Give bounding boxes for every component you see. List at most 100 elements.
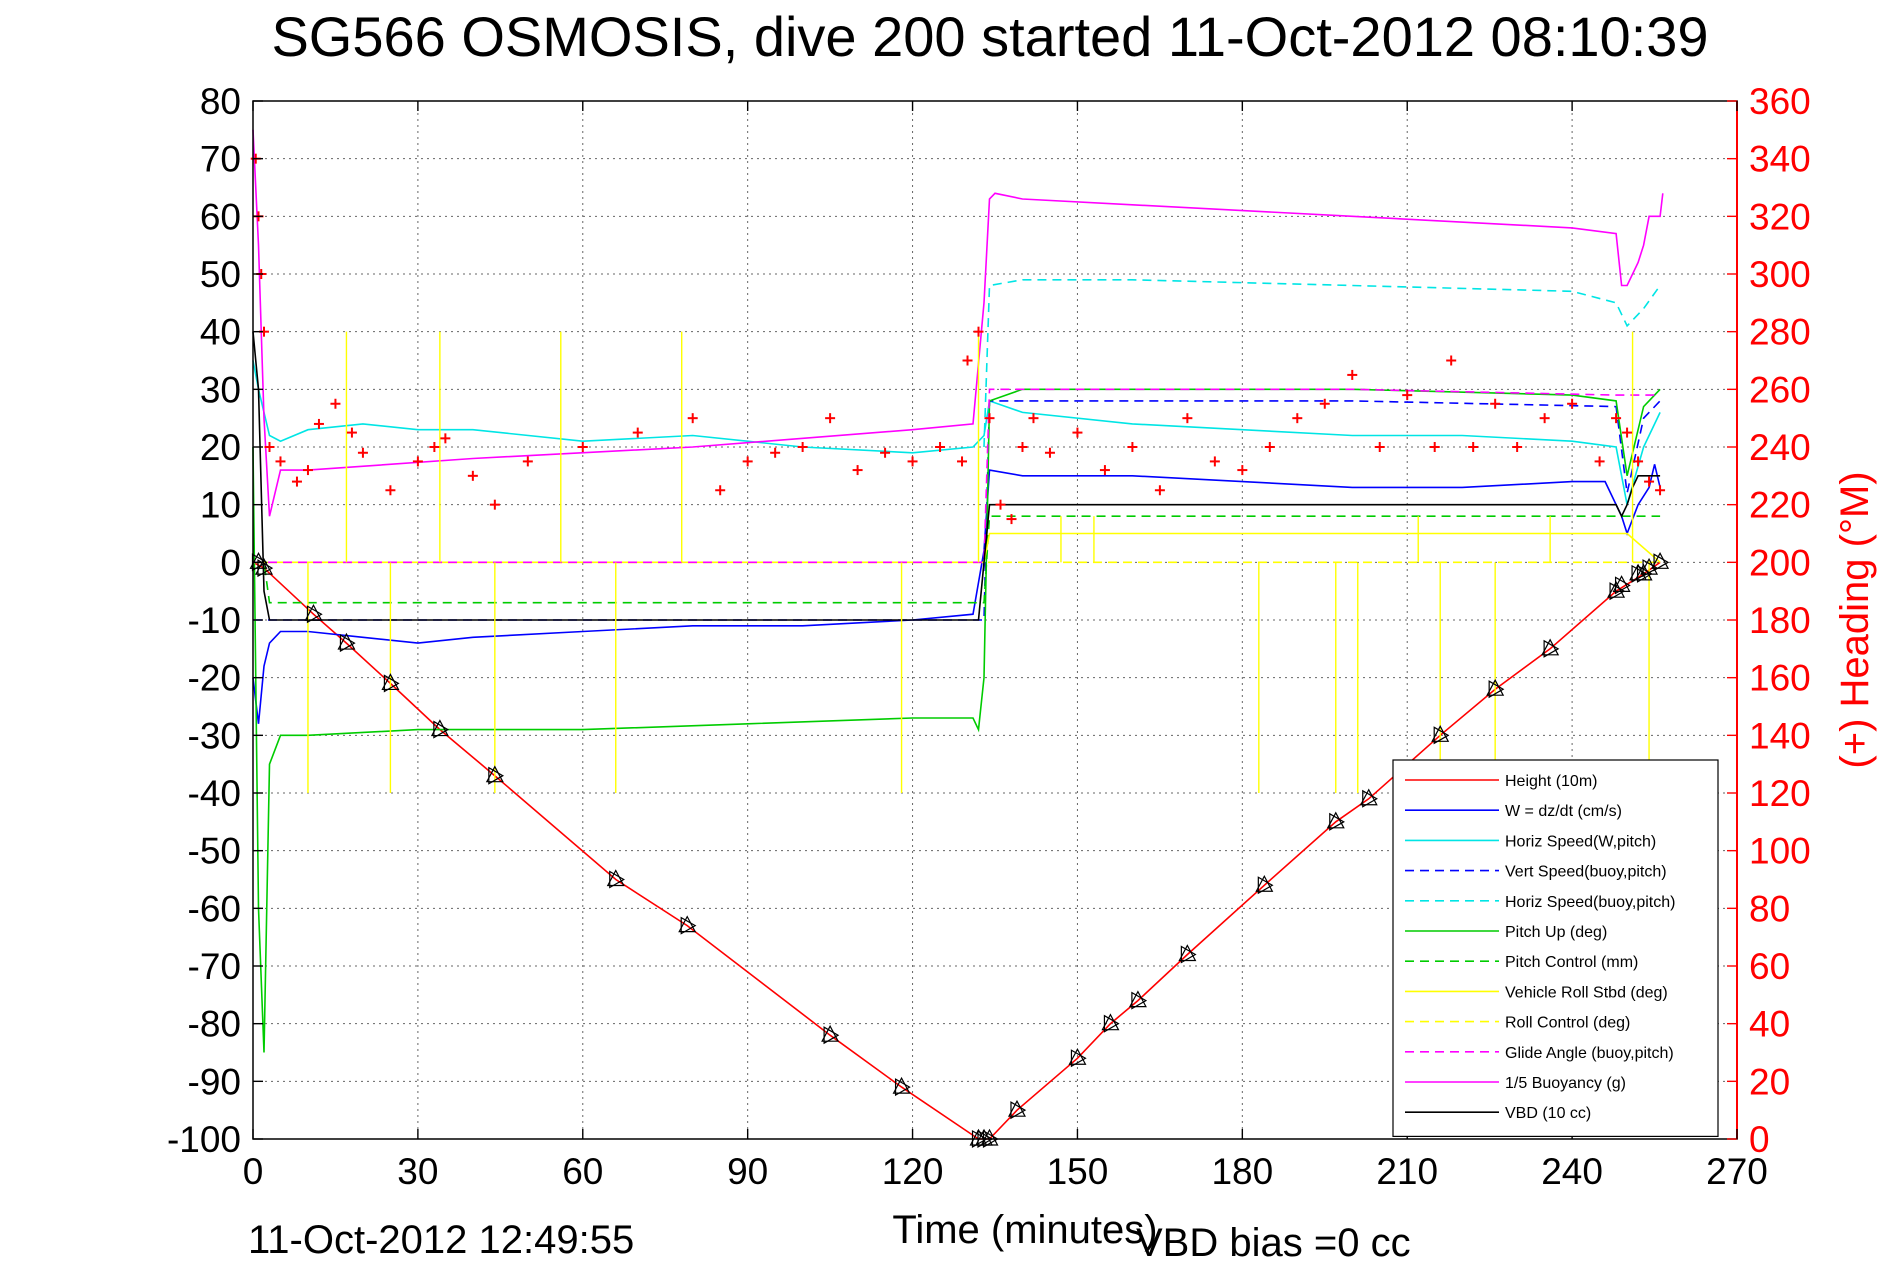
vbd-bias-label: VBD bias =0 cc: [1136, 1221, 1411, 1265]
y-tick-label: -70: [188, 946, 241, 987]
heading-marker: [1539, 413, 1550, 424]
y-tick-label: -80: [188, 1004, 241, 1045]
depth-marker: [892, 1076, 911, 1097]
legend-label: 1/5 Buoyancy (g): [1505, 1075, 1626, 1092]
heading-marker: [935, 442, 946, 452]
heading-marker: [1044, 447, 1055, 458]
heading-marker: [489, 499, 500, 510]
heading-marker: [357, 447, 368, 458]
y-tick-label: 70: [200, 139, 241, 180]
depth-marker: [1007, 1099, 1027, 1120]
heading-marker: [1512, 442, 1523, 452]
heading-marker: [1429, 442, 1440, 452]
depth-marker: [1486, 678, 1505, 699]
x-tick-label: 180: [1211, 1151, 1273, 1192]
heading-marker: [880, 447, 891, 458]
x-tick-label: 270: [1706, 1151, 1768, 1192]
series-line-0: [252, 561, 1661, 1140]
series-line-3: [253, 400, 1661, 621]
heading-marker: [715, 485, 726, 496]
y-tick-label: -60: [188, 888, 241, 929]
heading-marker: [302, 465, 313, 476]
y-tick-label: -50: [188, 831, 241, 872]
x-tick-label: 90: [727, 1151, 768, 1192]
depth-marker: [1612, 575, 1631, 595]
heading-marker: [962, 355, 973, 366]
legend-label: Height (10m): [1505, 773, 1597, 790]
y-tick-label: 60: [200, 196, 241, 237]
heading-marker: [1006, 514, 1017, 525]
heading-marker: [770, 447, 781, 458]
heading-marker: [1567, 398, 1578, 409]
heading-marker: [984, 413, 995, 424]
x-tick-label: 120: [882, 1151, 944, 1192]
y-tick-label: 20: [200, 427, 241, 468]
y2-tick-label: 160: [1749, 658, 1811, 699]
y2-tick-label: 140: [1749, 715, 1811, 756]
heading-marker: [346, 427, 357, 438]
heading-marker: [429, 442, 440, 452]
depth-marker: [485, 765, 505, 785]
y-tick-label: 30: [200, 369, 241, 410]
print-timestamp: 11-Oct-2012 12:49:55: [248, 1218, 635, 1262]
legend-box: [1392, 759, 1719, 1137]
series-line-9: [253, 388, 1661, 564]
depth-marker: [1128, 990, 1148, 1010]
legend-label: Roll Control (deg): [1505, 1015, 1630, 1032]
y2-tick-label: 120: [1749, 773, 1811, 814]
heading-marker: [313, 418, 324, 429]
heading-markers: [250, 153, 1666, 525]
legend-label: VBD (10 cc): [1505, 1105, 1591, 1122]
y-tick-label: -100: [167, 1119, 241, 1160]
y2-tick-label: 280: [1749, 312, 1811, 353]
y2-tick-label: 220: [1749, 485, 1811, 526]
depth-marker: [304, 603, 323, 624]
series-line-4: [983, 278, 1661, 448]
y-tick-label: 50: [200, 254, 241, 295]
heading-marker: [1072, 427, 1083, 438]
y2-tick-label: 100: [1749, 831, 1811, 872]
heading-marker: [1237, 465, 1248, 476]
depth-marker: [1178, 944, 1197, 964]
legend-label: Vehicle Roll Stbd (deg): [1505, 984, 1668, 1001]
depth-marker: [821, 1024, 840, 1045]
series-line-2: [252, 360, 1661, 505]
y-tick-label: -40: [188, 773, 241, 814]
heading-marker: [1209, 456, 1220, 467]
heading-marker: [1594, 456, 1605, 467]
x-tick-label: 0: [243, 1151, 264, 1192]
left-axis: -100-90-80-70-60-50-40-30-20-10010203040…: [167, 81, 263, 1160]
depth-marker: [254, 557, 274, 578]
x-tick-label: 150: [1047, 1151, 1109, 1192]
heading-marker: [1490, 398, 1501, 409]
y-tick-label: -90: [188, 1061, 241, 1102]
chart-title: SG566 OSMOSIS, dive 200 started 11-Oct-2…: [271, 5, 1708, 68]
heading-marker: [1468, 442, 1479, 452]
heading-marker: [264, 442, 275, 452]
right-axis-label: (+) Heading (°M): [1833, 471, 1877, 768]
y2-tick-label: 300: [1749, 254, 1811, 295]
depth-marker: [1431, 725, 1450, 745]
heading-marker: [957, 456, 968, 467]
y2-tick-label: 360: [1749, 81, 1811, 122]
y-tick-label: -10: [188, 600, 241, 641]
depth-marker: [430, 719, 450, 739]
legend-label: Glide Angle (buoy,pitch): [1505, 1045, 1674, 1062]
heading-marker: [1182, 413, 1193, 424]
legend-label: Vert Speed(buoy,pitch): [1505, 864, 1667, 881]
y2-tick-label: 80: [1749, 888, 1790, 929]
heading-marker: [797, 442, 808, 452]
heading-marker: [577, 442, 588, 452]
depth-marker: [1607, 580, 1626, 601]
y2-tick-label: 20: [1749, 1061, 1790, 1102]
heading-marker: [440, 433, 451, 444]
heading-marker: [1292, 413, 1303, 424]
y-tick-label: 40: [200, 312, 241, 353]
y2-tick-label: 0: [1749, 1119, 1770, 1160]
heading-marker: [1446, 355, 1457, 366]
depth-marker: [1634, 563, 1653, 583]
depth-marker: [1359, 788, 1378, 808]
series-line-11: [252, 331, 1661, 621]
depth-marker: [1326, 811, 1345, 831]
heading-marker: [995, 499, 1006, 510]
